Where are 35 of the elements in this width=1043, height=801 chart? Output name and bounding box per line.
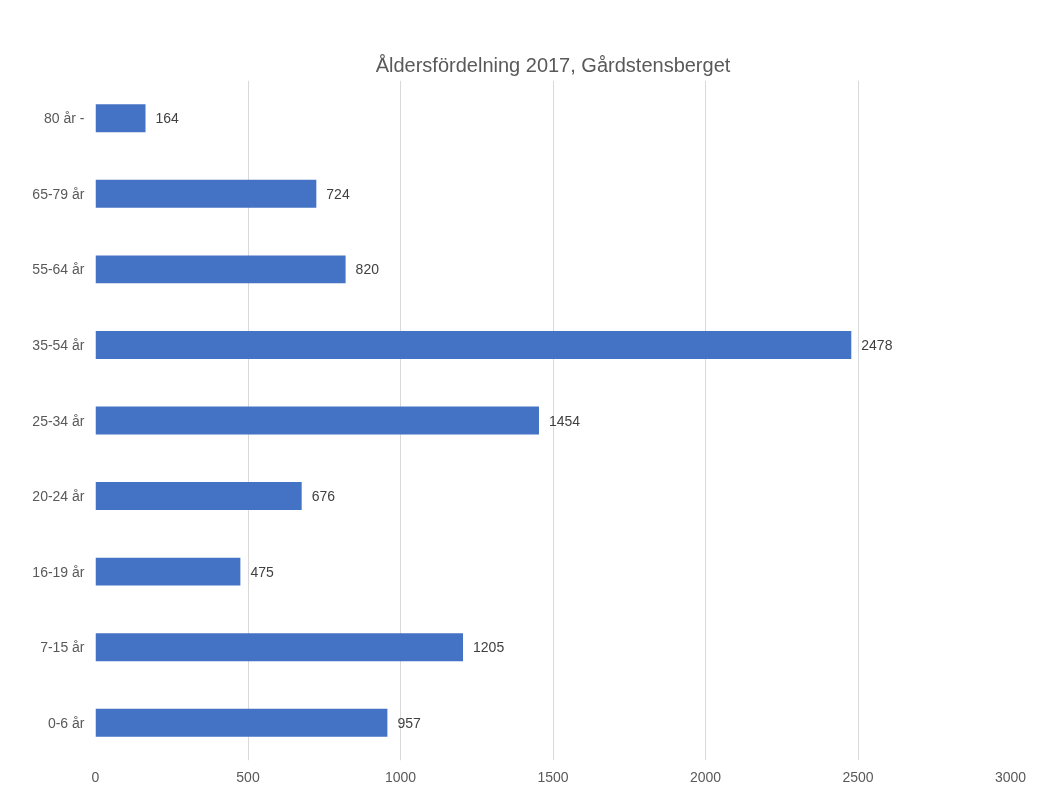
data-label: 164 bbox=[155, 110, 180, 127]
data-label: 820 bbox=[355, 261, 380, 278]
x-tick-label: 3000 bbox=[994, 768, 1027, 785]
y-tick-label: 35-54 år bbox=[32, 336, 85, 353]
x-tick-label: 500 bbox=[236, 768, 260, 785]
data-label: 676 bbox=[311, 488, 336, 505]
bar bbox=[95, 708, 388, 737]
y-tick-label: 80 år - bbox=[44, 110, 85, 127]
x-tick-label: 1000 bbox=[384, 768, 417, 785]
bar bbox=[95, 330, 852, 359]
bar bbox=[95, 482, 302, 511]
bar bbox=[95, 633, 464, 662]
x-tick-label: 1500 bbox=[537, 768, 569, 785]
bar bbox=[95, 179, 317, 208]
bar bbox=[95, 406, 539, 435]
y-tick-label: 65-79 år bbox=[32, 185, 85, 202]
data-label: 475 bbox=[250, 563, 274, 580]
x-tick-label: 2000 bbox=[689, 768, 722, 785]
bar bbox=[95, 557, 241, 586]
chart-title: Åldersfördelning 2017, Gårdstensberget bbox=[375, 53, 731, 76]
data-label: 1454 bbox=[548, 412, 581, 429]
data-label: 2478 bbox=[861, 336, 893, 353]
x-tick-label: 0 bbox=[91, 768, 100, 785]
y-tick-label: 20-24 år bbox=[32, 488, 85, 505]
data-label: 724 bbox=[326, 185, 350, 202]
y-tick-label: 25-34 år bbox=[32, 412, 85, 429]
bar bbox=[95, 255, 346, 284]
y-tick-label: 55-64 år bbox=[32, 261, 85, 278]
bar bbox=[95, 104, 146, 133]
x-tick-label: 2500 bbox=[842, 768, 874, 785]
y-tick-label: 0-6 år bbox=[47, 714, 85, 731]
y-tick-label: 7-15 år bbox=[40, 639, 85, 656]
data-label: 957 bbox=[397, 714, 421, 731]
y-tick-label: 16-19 år bbox=[32, 563, 85, 580]
data-label: 1205 bbox=[473, 639, 505, 656]
